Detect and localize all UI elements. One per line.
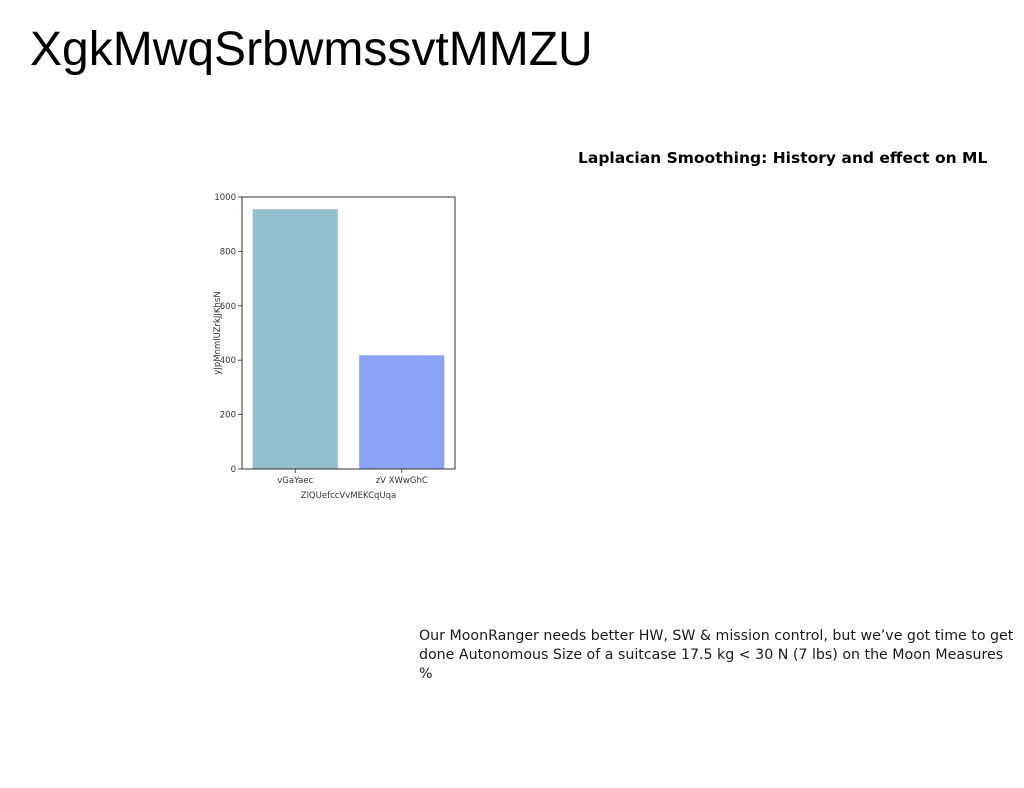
chart-heading: Laplacian Smoothing: History and effect … (578, 149, 988, 167)
y-tick-label: 1000 (214, 193, 236, 203)
x-tick-label: zV XWwGhC (376, 476, 428, 486)
x-tick-label: vGaYaec (277, 476, 313, 486)
page-title: XgkMwqSrbwmssvtMMZU (30, 23, 593, 76)
bar-2 (359, 355, 445, 469)
x-axis-label: ZlQUefccVvMEKCqUqa (301, 491, 396, 501)
body-paragraph: Our MoonRanger needs better HW, SW & mis… (419, 628, 1014, 682)
bars-layer (252, 209, 445, 470)
y-tick-label: 0 (231, 465, 236, 475)
bar-1 (252, 209, 338, 470)
y-tick-label: 800 (220, 247, 236, 257)
plot-frame (241, 196, 456, 470)
bar-chart-svg: 0 200 400 600 800 1000 vGaYaec zV XWwGhC ZlQUe… (213, 193, 456, 501)
y-tick-label: 600 (220, 302, 236, 312)
x-ticks: vGaYaec zV XWwGhC (277, 469, 428, 486)
y-tick-label: 200 (220, 411, 236, 421)
y-tick-label: 400 (220, 356, 236, 366)
bar-chart: 0 200 400 600 800 1000 vGaYaec zV XWwGhC ZlQUe… (200, 185, 480, 510)
y-ticks: 0 200 400 600 800 1000 (214, 193, 242, 475)
y-axis-label: yJpMnmlUZrkJJKhsN (213, 291, 223, 374)
